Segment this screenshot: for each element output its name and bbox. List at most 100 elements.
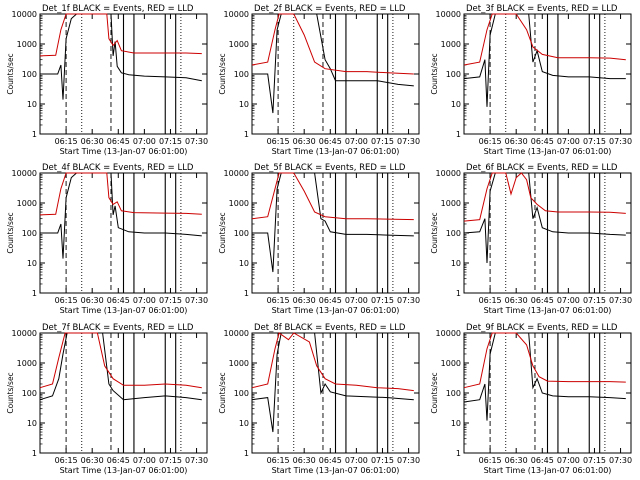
y-axis-label: Counts/sec [6,212,15,253]
y-tick-label: 10 [27,100,37,109]
y-tick-label: 10000 [224,329,249,338]
y-tick-label: 10 [451,100,461,109]
y-tick-label: 1000 [17,359,37,368]
x-tick-label: 06:30 [293,296,316,305]
x-tick-label: 06:15 [267,456,290,465]
x-tick-label: 07:15 [371,456,394,465]
y-tick-label: 100 [22,70,37,79]
chart-title: Det_8f BLACK = Events, RED = LLD [254,323,406,333]
y-tick-label: 100 [22,389,37,398]
y-tick-label: 1 [456,449,461,458]
y-axis-label: Counts/sec [218,53,227,94]
y-tick-label: 1000 [441,199,461,208]
x-tick-label: 06:30 [81,456,104,465]
series-events [252,172,414,273]
y-tick-label: 1000 [441,40,461,49]
x-tick-label: 07:00 [557,137,580,146]
y-tick-label: 100 [446,229,461,238]
x-tick-label: 07:00 [133,137,156,146]
x-axis-label: Start Time (13-Jan-07 06:01:00) [272,306,400,315]
chart-panel-9: Det_9f BLACK = Events, RED = LLD 1 10 100 10… [430,323,632,475]
series-events [39,332,202,401]
x-tick-label: 06:45 [531,137,554,146]
x-tick-label: 06:45 [319,456,342,465]
x-tick-label: 07:30 [185,296,208,305]
series-events [463,332,626,421]
x-tick-label: 06:30 [505,456,528,465]
chart-panel-6: Det_6f BLACK = Events, RED = LLD 1 10 100 10… [430,163,632,315]
x-tick-label: 07:30 [397,456,420,465]
series-lld [251,13,414,75]
x-tick-label: 06:45 [107,137,130,146]
x-axis-label: Start Time (13-Jan-07 06:01:00) [484,466,612,475]
x-tick-label: 06:15 [267,137,290,146]
chart-panel-8: Det_8f BLACK = Events, RED = LLD 1 10 100 10… [218,323,420,475]
y-tick-label: 100 [234,389,249,398]
x-tick-label: 07:00 [133,456,156,465]
chart-panel-3: Det_3f BLACK = Events, RED = LLD 1 10 100 10… [430,4,632,156]
x-tick-label: 07:15 [371,137,394,146]
y-tick-label: 1 [456,130,461,139]
x-tick-label: 06:30 [293,456,316,465]
y-axis-label: Counts/sec [6,53,15,94]
x-tick-label: 06:45 [319,296,342,305]
y-tick-label: 100 [446,70,461,79]
x-tick-label: 07:30 [185,456,208,465]
x-tick-label: 07:15 [159,137,182,146]
x-tick-label: 07:15 [583,137,606,146]
y-tick-label: 10 [239,419,249,428]
chart-title: Det_7f BLACK = Events, RED = LLD [42,323,194,333]
x-tick-label: 06:15 [479,456,502,465]
x-tick-label: 06:45 [107,456,130,465]
x-tick-label: 07:15 [583,456,606,465]
y-tick-label: 10000 [224,169,249,178]
chart-title: Det_3f BLACK = Events, RED = LLD [466,4,618,14]
y-tick-label: 1000 [17,199,37,208]
y-tick-label: 1 [244,130,249,139]
y-tick-label: 100 [22,229,37,238]
x-tick-label: 06:15 [55,296,78,305]
x-tick-label: 06:30 [505,296,528,305]
x-tick-label: 06:30 [81,296,104,305]
chart-title: Det_6f BLACK = Events, RED = LLD [466,163,618,173]
y-axis-label: Counts/sec [430,53,439,94]
x-tick-label: 06:15 [55,137,78,146]
x-axis-label: Start Time (13-Jan-07 06:01:00) [484,306,612,315]
y-tick-label: 1000 [441,359,461,368]
chart-panel-1: Det_1f BLACK = Events, RED = LLD 1 10 100 10… [6,4,208,156]
y-tick-label: 1 [32,289,37,298]
y-tick-label: 10000 [12,10,37,19]
series-lld [39,332,202,389]
chart-panel-2: Det_2f BLACK = Events, RED = LLD 1 10 100 10… [218,4,420,156]
chart-panel-5: Det_5f BLACK = Events, RED = LLD 1 10 100 10… [218,163,420,315]
y-axis-label: Counts/sec [6,372,15,413]
x-tick-label: 06:45 [531,456,554,465]
series-lld [463,332,626,389]
x-tick-label: 06:30 [81,137,104,146]
series-lld [251,332,414,392]
y-tick-label: 1 [244,289,249,298]
y-tick-label: 10 [27,419,37,428]
x-tick-label: 07:00 [345,137,368,146]
series-lld [39,13,202,57]
x-tick-label: 07:00 [133,296,156,305]
series-lld [39,172,202,216]
y-tick-label: 10000 [436,329,461,338]
x-tick-label: 06:15 [55,456,78,465]
x-tick-label: 06:30 [293,137,316,146]
y-tick-label: 1000 [17,40,37,49]
y-tick-label: 10 [451,259,461,268]
y-axis-label: Counts/sec [430,212,439,253]
x-tick-label: 07:30 [609,137,632,146]
x-axis-label: Start Time (13-Jan-07 06:01:00) [60,147,188,156]
y-tick-label: 10 [451,419,461,428]
y-tick-label: 1000 [229,40,249,49]
x-axis-label: Start Time (13-Jan-07 06:01:00) [272,466,400,475]
x-tick-label: 07:30 [185,137,208,146]
y-tick-label: 1 [32,449,37,458]
y-tick-label: 1 [244,449,249,458]
series-events [463,172,626,264]
chart-title: Det_5f BLACK = Events, RED = LLD [254,163,406,173]
series-events [251,332,414,433]
y-tick-label: 100 [234,70,249,79]
